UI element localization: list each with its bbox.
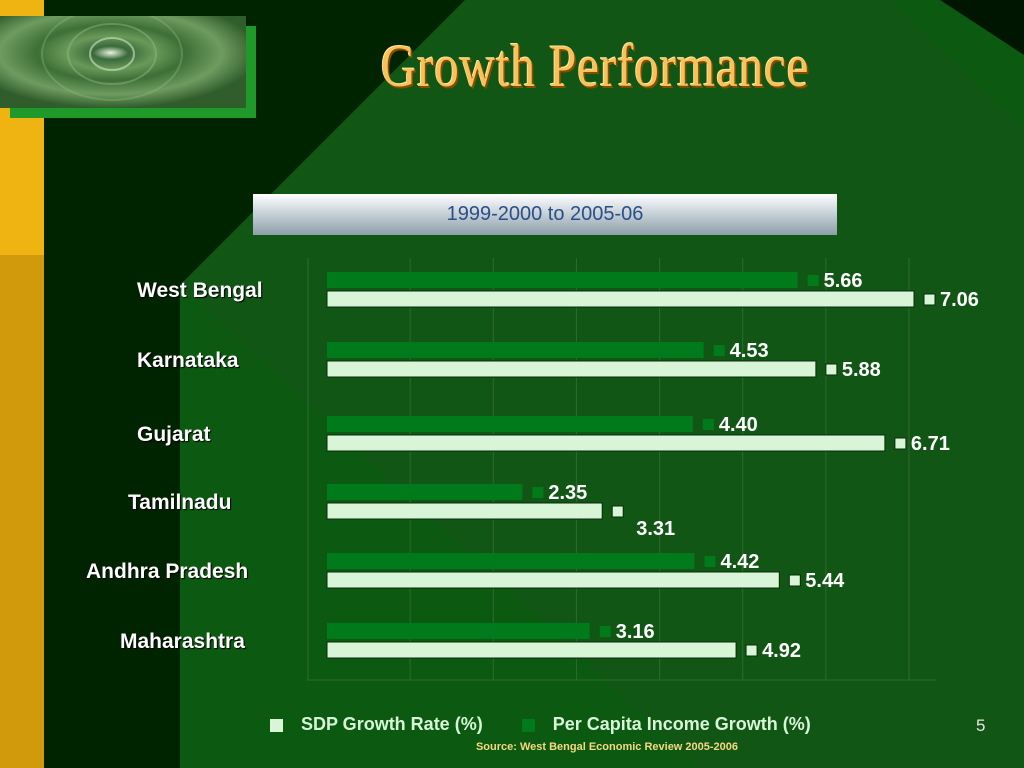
data-label: 6.71 — [911, 433, 950, 455]
accent-stripe-bottom — [0, 255, 44, 768]
data-label-marker — [599, 626, 611, 637]
data-label-marker — [923, 293, 936, 306]
data-label-marker — [713, 345, 725, 356]
bar — [326, 502, 603, 520]
bar — [326, 290, 915, 308]
data-label-marker — [702, 419, 714, 430]
legend-swatch-per-capita — [521, 718, 535, 732]
data-label-marker — [745, 644, 758, 657]
data-label: 3.31 — [636, 518, 675, 540]
category-label: West Bengal — [137, 279, 263, 302]
legend-label-sdp: SDP Growth Rate (%) — [301, 714, 483, 734]
data-label: 4.40 — [719, 414, 758, 436]
category-label: Karnataka — [137, 349, 239, 372]
data-label-marker — [825, 363, 838, 376]
category-label: Tamilnadu — [128, 491, 232, 514]
data-label: 5.44 — [805, 570, 845, 592]
data-label: 7.06 — [940, 289, 979, 311]
bar — [327, 342, 704, 358]
slide-number: 5 — [976, 716, 986, 735]
legend-item-sdp: SDP Growth Rate (%) — [270, 714, 483, 735]
bar — [327, 553, 695, 569]
data-label-marker — [788, 574, 801, 587]
data-label: 2.35 — [548, 482, 587, 504]
category-label: Gujarat — [137, 423, 211, 446]
legend-label-per-capita: Per Capita Income Growth (%) — [552, 714, 811, 734]
period-banner: 1999-2000 to 2005-06 — [253, 194, 837, 235]
data-label: 4.53 — [730, 340, 769, 362]
bar — [327, 272, 798, 288]
bar — [327, 484, 523, 500]
data-label: 5.66 — [824, 270, 863, 292]
category-label: Maharashtra — [120, 630, 245, 653]
data-label-marker — [611, 505, 624, 518]
bar — [326, 641, 737, 659]
bar — [327, 416, 693, 432]
legend-swatch-sdp — [270, 718, 283, 732]
category-label: Andhra Pradesh — [86, 560, 249, 583]
data-label: 3.16 — [616, 621, 655, 643]
data-label-marker — [532, 487, 544, 498]
swirl-logo-image — [0, 16, 256, 118]
data-label: 4.92 — [762, 640, 801, 662]
bar — [326, 360, 817, 378]
data-label-marker — [704, 556, 716, 567]
data-label-marker — [894, 437, 907, 450]
bar — [327, 623, 590, 639]
source-note: Source: West Bengal Economic Review 2005… — [475, 741, 739, 753]
chart-legend: SDP Growth Rate (%) Per Capita Income Gr… — [270, 714, 845, 735]
legend-item-per-capita: Per Capita Income Growth (%) — [521, 714, 811, 735]
data-label: 5.88 — [842, 359, 881, 381]
data-label-marker — [807, 275, 819, 286]
bar — [326, 571, 780, 589]
slide-title: Growth Performance — [380, 33, 810, 99]
bar — [326, 434, 886, 452]
data-label: 4.42 — [720, 551, 759, 573]
